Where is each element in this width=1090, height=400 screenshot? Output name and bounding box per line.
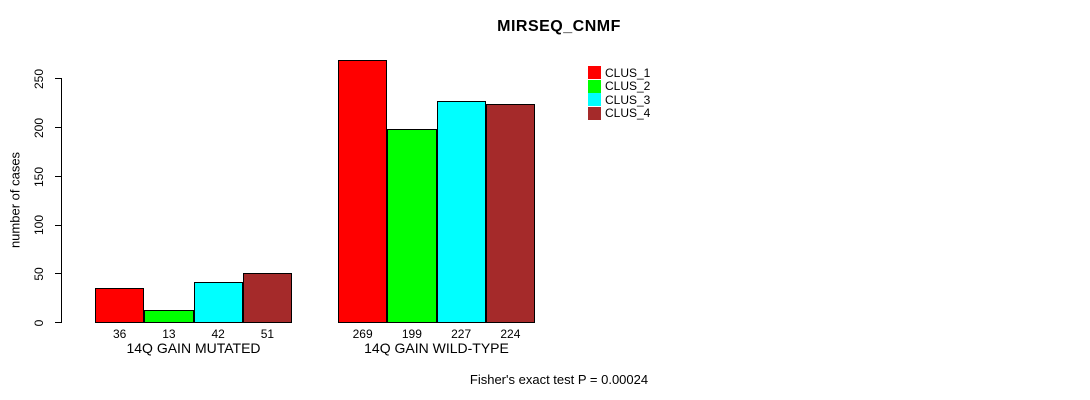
bar-value-label: 224 [500,327,521,341]
y-tick-mark [54,224,62,226]
y-tick-label-text: 200 [32,117,46,138]
y-tick-label-text: 100 [32,215,46,236]
y-tick-mark [54,78,62,80]
group-label: 14Q GAIN WILD-TYPE [364,340,509,356]
bar-clus_3-1 [193,282,243,323]
legend-swatch-icon [588,106,601,120]
y-axis-title-text: number of cases [7,151,23,249]
fisher-test-caption: Fisher's exact test P = 0.00024 [469,372,649,387]
y-tick-mark [54,273,62,275]
y-tick-label-text: 250 [32,68,46,90]
legend-label: CLUS_4 [605,106,651,120]
y-tick-label-text: 150 [32,166,46,187]
y-tick-mark [54,322,62,324]
bar-clus_4-2 [485,104,535,323]
y-tick-mark [54,175,62,177]
bar-value-label: 36 [112,327,127,341]
y-tick-label-text: 0 [32,319,46,327]
legend-swatch-icon [588,79,601,93]
bar-value-label: 227 [451,327,472,341]
bar-value-label: 199 [401,327,422,341]
y-axis-line [60,78,62,323]
bar-clus_2-1 [144,310,194,323]
bar-clus_4-1 [242,273,292,323]
group-label: 14Q GAIN MUTATED [126,340,261,356]
y-tick-label-text: 50 [32,267,46,281]
legend-label: CLUS_1 [605,65,651,80]
legend-swatch-icon [588,66,601,79]
bar-clus_3-2 [436,101,486,323]
bar-value-label: 51 [260,327,275,341]
legend-label: CLUS_2 [605,79,651,93]
bar-value-label: 42 [211,327,225,341]
bar-clus_1-1 [95,287,145,323]
bar-value-label: 269 [352,327,373,341]
y-tick-mark [54,127,62,129]
chart-title: MIRSEQ_CNMF [497,18,621,35]
legend-label: CLUS_3 [605,92,651,107]
bar-clus_1-2 [338,60,388,323]
bar-value-label: 13 [162,327,176,341]
bar-clus_2-2 [387,128,437,323]
legend-swatch-icon [588,93,601,106]
